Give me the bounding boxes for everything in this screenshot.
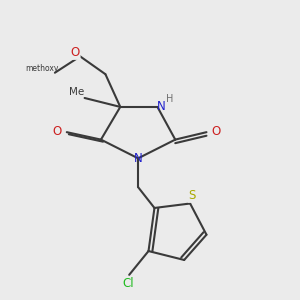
Text: O: O [212,125,220,138]
Text: O: O [71,46,80,59]
Text: N: N [157,100,165,113]
Text: Me: Me [69,87,84,97]
Text: N: N [134,152,143,165]
Text: H: H [166,94,174,103]
Text: S: S [188,189,196,202]
Text: methoxy: methoxy [25,64,58,73]
Text: O: O [52,125,62,138]
Text: Cl: Cl [122,277,134,290]
